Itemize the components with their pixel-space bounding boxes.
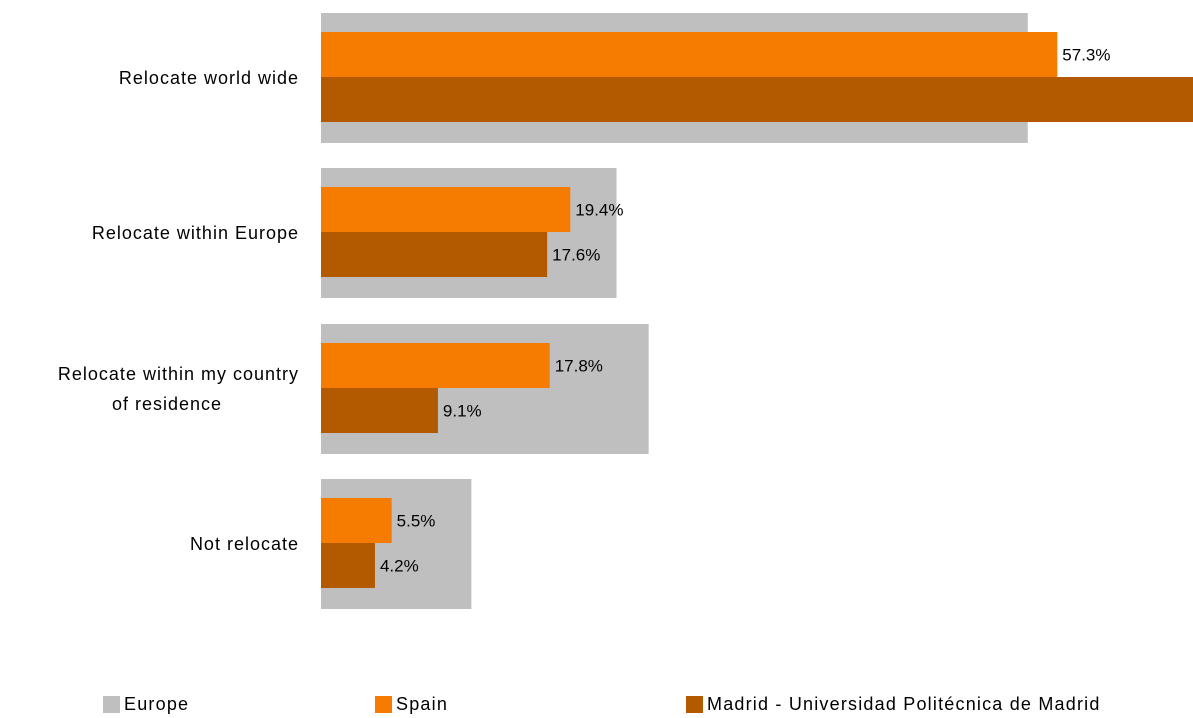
bar-spain-relocate-within-europe bbox=[321, 187, 571, 232]
category-label-line: Relocate world wide bbox=[119, 68, 299, 88]
value-label-madrid-not-relocate: 4.2% bbox=[380, 557, 419, 576]
value-label-spain-relocate-within-my-country-of-residence: 17.8% bbox=[555, 357, 603, 376]
category-label-not-relocate: Not relocate bbox=[190, 534, 299, 554]
legend-label-madrid: Madrid - Universidad Politécnica de Madr… bbox=[707, 693, 1101, 714]
legend: Europe Spain Madrid - Universidad Polité… bbox=[0, 692, 1193, 716]
category-label-line: Relocate within my country bbox=[58, 364, 299, 384]
category-label-line: Relocate within Europe bbox=[92, 223, 299, 243]
legend-swatch-europe bbox=[103, 695, 120, 713]
category-label-line: of residence bbox=[112, 394, 222, 414]
bar-spain-not-relocate bbox=[321, 498, 392, 543]
legend-item-madrid: Madrid - Universidad Politécnica de Madr… bbox=[686, 692, 1101, 716]
legend-swatch-spain bbox=[375, 695, 392, 713]
bar-madrid-not-relocate bbox=[321, 543, 375, 588]
value-label-spain-relocate-world-wide: 57.3% bbox=[1062, 46, 1110, 65]
legend-item-spain: Spain bbox=[375, 692, 448, 716]
bar-spain-relocate-within-my-country-of-residence bbox=[321, 343, 550, 388]
category-label-relocate-within-my-country-of-residence: Relocate within my country of residence bbox=[58, 364, 299, 414]
legend-item-europe: Europe bbox=[103, 692, 189, 716]
value-label-spain-not-relocate: 5.5% bbox=[397, 512, 436, 531]
value-label-madrid-relocate-within-europe: 17.6% bbox=[552, 246, 600, 265]
bar-spain-relocate-world-wide bbox=[321, 32, 1058, 77]
category-label-line: Not relocate bbox=[190, 534, 299, 554]
value-label-madrid-relocate-within-my-country-of-residence: 9.1% bbox=[443, 402, 482, 421]
bar-madrid-relocate-world-wide bbox=[321, 77, 1193, 122]
value-label-spain-relocate-within-europe: 19.4% bbox=[575, 201, 623, 220]
category-label-relocate-within-europe: Relocate within Europe bbox=[92, 223, 299, 243]
bar-madrid-relocate-within-my-country-of-residence bbox=[321, 388, 438, 433]
bar-madrid-relocate-within-europe bbox=[321, 232, 548, 277]
legend-label-spain: Spain bbox=[396, 693, 449, 714]
legend-label-europe: Europe bbox=[124, 693, 190, 714]
category-label-relocate-world-wide: Relocate world wide bbox=[119, 68, 299, 88]
legend-swatch-madrid bbox=[686, 695, 703, 713]
